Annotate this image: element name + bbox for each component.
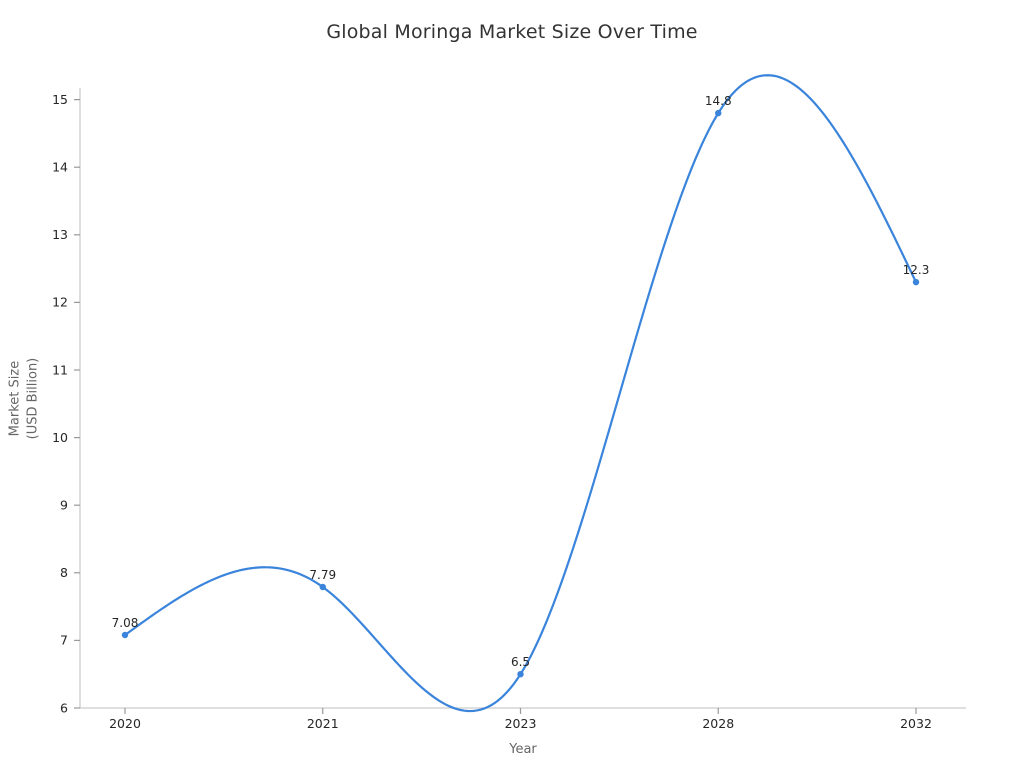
data-point bbox=[319, 583, 326, 591]
y-tick-label: 9 bbox=[60, 498, 68, 513]
point-label: 7.08 bbox=[112, 616, 139, 630]
y-axis-label-line1: Market Size bbox=[7, 360, 23, 437]
x-tick-label: 2023 bbox=[505, 716, 537, 731]
x-tick-label: 2021 bbox=[307, 716, 339, 731]
y-tick-label: 15 bbox=[52, 92, 68, 107]
series-line bbox=[123, 74, 918, 713]
y-axis-label-line2: (USD Billion) bbox=[25, 357, 40, 440]
y-tick-label: 11 bbox=[52, 362, 68, 377]
y-tick-label: 12 bbox=[52, 295, 68, 310]
y-tick-label: 13 bbox=[52, 227, 68, 242]
y-tick-label: 8 bbox=[60, 565, 68, 580]
y-tick-label: 10 bbox=[52, 430, 68, 445]
point-label: 6.5 bbox=[511, 655, 530, 669]
x-tick-label: 2032 bbox=[900, 716, 932, 731]
point-label: 12.3 bbox=[903, 263, 930, 277]
data-point bbox=[715, 109, 722, 117]
point-label: 7.79 bbox=[309, 568, 336, 582]
data-point bbox=[121, 631, 129, 639]
data-point bbox=[517, 671, 524, 678]
x-axis-label: Year bbox=[509, 742, 537, 757]
point-label: 14.8 bbox=[705, 94, 732, 108]
chart-title: Global Moringa Market Size Over Time bbox=[326, 21, 698, 43]
y-tick-label: 14 bbox=[52, 160, 68, 175]
y-tick-label: 7 bbox=[60, 633, 68, 648]
y-tick-label: 6 bbox=[60, 700, 68, 715]
x-tick-label: 2028 bbox=[702, 716, 734, 731]
x-tick-label: 2020 bbox=[109, 716, 141, 731]
y-axis-label: Market Size (USD Billion) bbox=[6, 319, 41, 479]
data-point bbox=[912, 278, 920, 286]
